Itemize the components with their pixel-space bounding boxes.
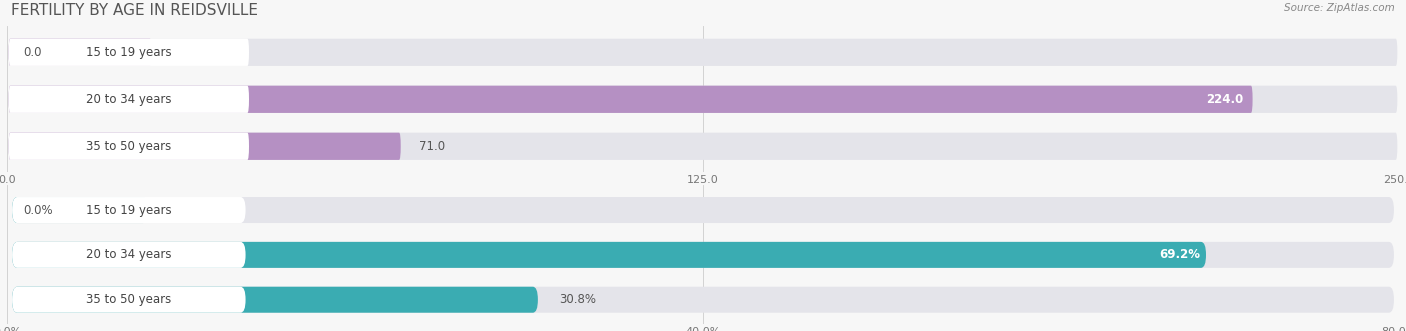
FancyBboxPatch shape	[8, 39, 1398, 66]
FancyBboxPatch shape	[13, 287, 246, 313]
Text: 20 to 34 years: 20 to 34 years	[86, 248, 172, 261]
Text: 15 to 19 years: 15 to 19 years	[86, 204, 172, 216]
Text: 20 to 34 years: 20 to 34 years	[86, 93, 172, 106]
FancyBboxPatch shape	[8, 86, 249, 113]
FancyBboxPatch shape	[8, 86, 1253, 113]
FancyBboxPatch shape	[13, 242, 1393, 268]
Text: 0.0: 0.0	[24, 46, 42, 59]
FancyBboxPatch shape	[13, 197, 148, 223]
Text: FERTILITY BY AGE IN REIDSVILLE: FERTILITY BY AGE IN REIDSVILLE	[11, 3, 259, 18]
FancyBboxPatch shape	[8, 133, 401, 160]
FancyBboxPatch shape	[8, 86, 1398, 113]
Text: 224.0: 224.0	[1206, 93, 1243, 106]
FancyBboxPatch shape	[8, 39, 152, 66]
FancyBboxPatch shape	[13, 197, 1393, 223]
FancyBboxPatch shape	[13, 287, 538, 313]
FancyBboxPatch shape	[13, 287, 1393, 313]
Text: Source: ZipAtlas.com: Source: ZipAtlas.com	[1284, 3, 1395, 13]
Text: 71.0: 71.0	[419, 140, 446, 153]
Text: 0.0%: 0.0%	[24, 204, 53, 216]
FancyBboxPatch shape	[13, 242, 246, 268]
Text: 30.8%: 30.8%	[560, 293, 596, 306]
Text: 15 to 19 years: 15 to 19 years	[86, 46, 172, 59]
FancyBboxPatch shape	[13, 242, 1206, 268]
Text: 69.2%: 69.2%	[1159, 248, 1199, 261]
FancyBboxPatch shape	[8, 39, 249, 66]
Text: 35 to 50 years: 35 to 50 years	[86, 140, 172, 153]
FancyBboxPatch shape	[8, 133, 249, 160]
FancyBboxPatch shape	[13, 197, 246, 223]
FancyBboxPatch shape	[8, 133, 1398, 160]
Text: 35 to 50 years: 35 to 50 years	[86, 293, 172, 306]
